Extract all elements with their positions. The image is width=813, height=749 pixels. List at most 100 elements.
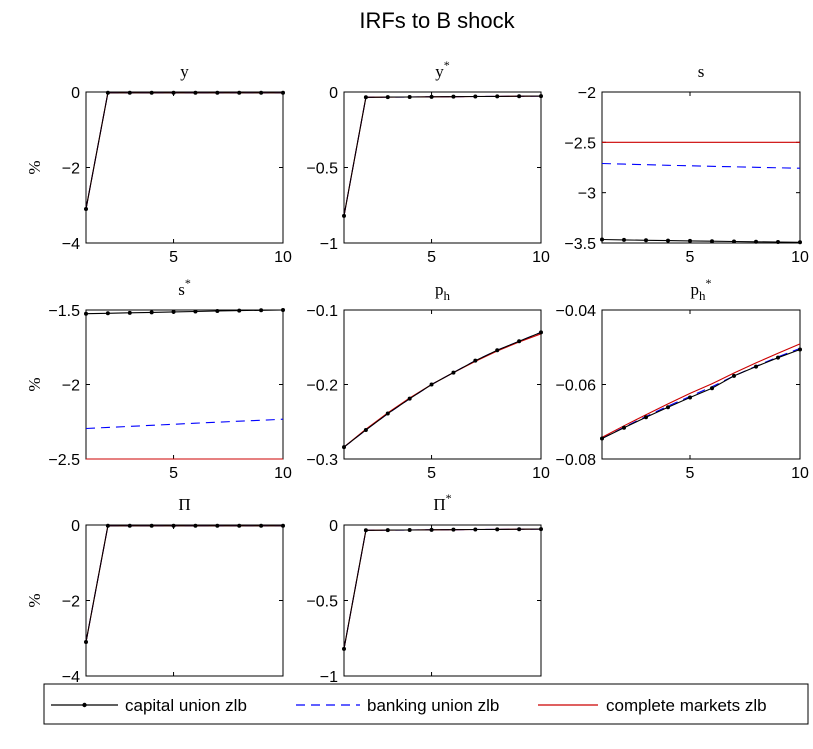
axes-box <box>343 524 542 677</box>
data-point <box>429 94 434 99</box>
panel-title-sup: * <box>444 58 450 72</box>
data-point <box>451 370 456 375</box>
data-point <box>754 239 758 244</box>
data-point <box>798 240 802 245</box>
series-line-2 <box>85 418 284 430</box>
data-point <box>193 523 198 528</box>
data-point <box>259 90 264 95</box>
data-point <box>688 238 692 243</box>
series-line-3 <box>85 525 283 643</box>
x-tick-label: 10 <box>791 249 809 266</box>
series-line-1 <box>343 331 542 448</box>
panel-7: 0−2−4510Π% <box>25 495 292 699</box>
data-point <box>171 90 176 95</box>
data-point <box>127 310 132 315</box>
axes-box <box>85 309 284 460</box>
panel-title-base: y <box>180 62 189 81</box>
data-point <box>105 523 110 528</box>
series-line-1 <box>85 309 284 315</box>
series-line-2 <box>601 347 801 439</box>
legend-item-3: complete markets zlb <box>538 696 767 715</box>
data-point <box>281 308 285 312</box>
legend-label: banking union zlb <box>367 696 499 715</box>
data-point <box>473 94 478 99</box>
x-tick-label: 10 <box>791 465 809 482</box>
data-point <box>517 94 522 99</box>
y-tick-label: −0.04 <box>556 303 597 320</box>
legend-item-2: banking union zlb <box>296 696 499 715</box>
panel-title: s <box>698 62 705 81</box>
panel-2: 0 −0.5 −1 5 10 y* <box>306 58 550 266</box>
x-tick-label: 5 <box>427 249 436 266</box>
data-point <box>710 386 714 391</box>
data-point <box>776 239 780 244</box>
legend-label: capital union zlb <box>125 696 247 715</box>
data-point <box>517 527 522 532</box>
series-line-1 <box>601 348 801 439</box>
data-point <box>539 330 543 335</box>
data-point <box>495 94 500 99</box>
data-point <box>385 411 390 416</box>
y-tick-label: −1 <box>320 236 338 253</box>
y-tick-label: −0.5 <box>306 161 338 178</box>
data-point <box>600 436 604 441</box>
data-point <box>363 95 368 100</box>
panel-title: y <box>180 62 189 81</box>
y-tick-label: −2 <box>62 161 80 178</box>
data-point <box>105 311 110 316</box>
axes-box <box>85 91 284 244</box>
panel-5: −0.1 −0.2 −0.3 5 10 ph <box>306 280 550 482</box>
data-point <box>451 527 456 532</box>
data-point <box>539 527 543 532</box>
x-tick-label: 10 <box>532 465 550 482</box>
data-point <box>385 528 390 533</box>
y-tick-label: −0.1 <box>306 303 338 320</box>
x-tick-label: 10 <box>274 465 292 482</box>
data-point <box>149 90 154 95</box>
legend-label: complete markets zlb <box>606 696 767 715</box>
x-tick-label: 5 <box>169 465 178 482</box>
panel-1: 0 −2 −4 5 10 y% <box>25 62 292 266</box>
panels-container: 0−2−45 10y%0−0.5−15 10y*−2−2.5−3−3.55 10s−1… <box>25 58 809 699</box>
panel-title-sup: * <box>185 276 191 290</box>
series-line-3 <box>343 333 542 448</box>
panel-4: −1.5 −2 −2.5 5 10 s*% <box>25 276 292 482</box>
series-line-2 <box>85 92 283 210</box>
x-tick-label: 5 <box>169 249 178 266</box>
data-point <box>193 309 198 314</box>
data-point <box>215 523 220 528</box>
y-tick-label: −3.5 <box>564 236 596 253</box>
panel-title: ph <box>435 280 451 303</box>
series-line-2 <box>343 95 542 216</box>
axes-box <box>601 91 801 244</box>
data-point <box>84 640 88 645</box>
panel-8: 0−0.5−1510Π* <box>306 491 550 699</box>
panel-title-base: p <box>691 280 700 299</box>
y-axis-label: % <box>25 160 44 174</box>
data-point <box>385 95 390 100</box>
axes-box <box>343 309 542 460</box>
panel-title-base: Π <box>178 495 190 514</box>
x-tick-label: 10 <box>532 249 550 266</box>
y-tick-label: −4 <box>62 236 80 253</box>
y-tick-label: 0 <box>329 85 338 102</box>
data-point <box>622 237 626 242</box>
data-point <box>644 415 648 420</box>
data-point <box>149 310 154 315</box>
data-point <box>281 523 285 528</box>
data-point <box>407 396 412 401</box>
panel-3: −2 −2.5 −3 −3.5 5 10 s <box>564 62 809 266</box>
panel-title: y* <box>435 58 450 81</box>
x-tick-label: 5 <box>427 465 436 482</box>
series-line-2 <box>601 162 801 169</box>
figure-title: IRFs to B shock <box>359 8 515 33</box>
panel-title-sup: * <box>706 276 712 290</box>
panel-title-base: p <box>435 280 444 299</box>
series-line-2 <box>343 331 542 448</box>
data-point <box>171 309 176 314</box>
data-point <box>622 425 626 430</box>
legend-box <box>43 683 809 725</box>
series-line-1 <box>85 92 283 210</box>
data-point <box>237 308 242 313</box>
data-point <box>363 528 368 533</box>
